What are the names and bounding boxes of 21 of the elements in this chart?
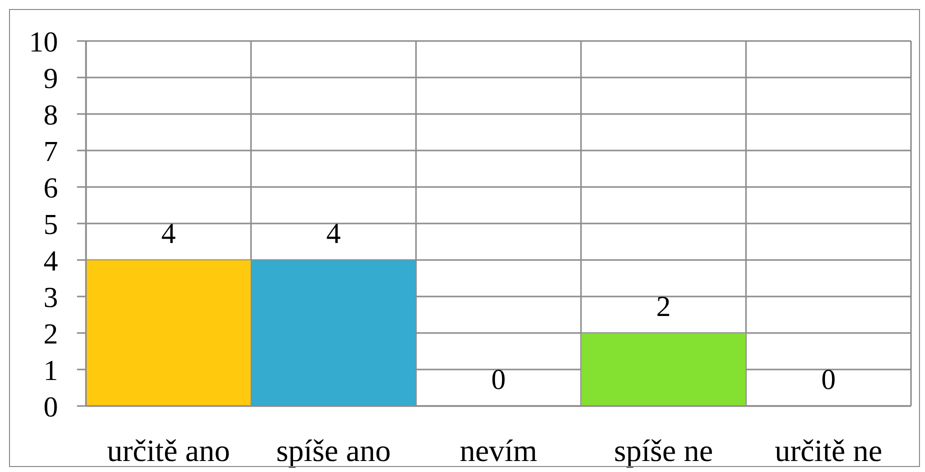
y-tick-label: 1 — [44, 354, 58, 387]
y-tick-label: 3 — [44, 282, 58, 314]
data-label: 0 — [821, 364, 836, 396]
y-tick-label: 2 — [44, 318, 58, 350]
x-tick-label: nevím — [460, 433, 538, 468]
x-tick-label: spíše ne — [614, 433, 714, 468]
y-tick-label: 10 — [29, 26, 58, 58]
y-tick-label: 0 — [44, 391, 58, 424]
data-label: 2 — [656, 291, 671, 323]
y-tick-label: 8 — [44, 99, 58, 132]
y-tick-label: 7 — [44, 136, 58, 168]
x-tick-label: určitě ne — [774, 433, 882, 468]
data-label: 4 — [326, 218, 342, 250]
y-tick-label: 5 — [44, 208, 58, 241]
data-label: 0 — [491, 364, 506, 396]
y-tick-label: 4 — [44, 245, 58, 278]
y-tick-label: 6 — [44, 172, 58, 204]
x-tick-label: určitě ano — [106, 433, 230, 468]
data-label: 4 — [161, 218, 176, 250]
x-tick-label: spíše ano — [276, 433, 391, 468]
y-tick-label: 9 — [44, 62, 58, 95]
